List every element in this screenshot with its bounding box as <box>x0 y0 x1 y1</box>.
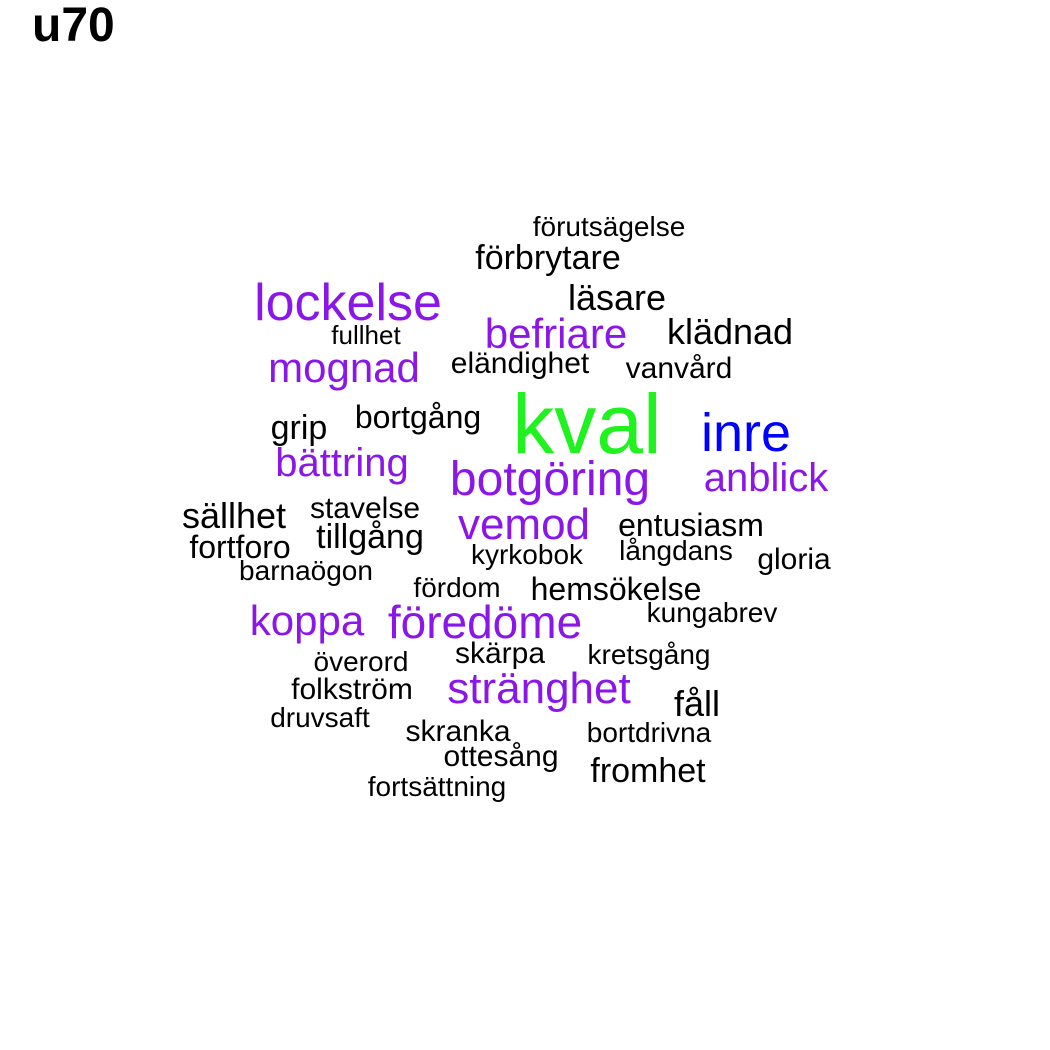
word-folkström: folkström <box>291 673 413 706</box>
word-föredöme: föredöme <box>387 596 583 648</box>
word-stavelse: stavelse <box>309 492 421 525</box>
word-fortsättning: fortsättning <box>367 771 507 802</box>
word-hemsökelse: hemsökelse <box>530 571 702 607</box>
word-fullhet: fullhet <box>331 320 401 350</box>
word-befriare: befriare <box>484 310 628 357</box>
word-grip: grip <box>270 409 328 447</box>
word-kyrkobok: kyrkobok <box>470 539 584 570</box>
word-stränghet: stränghet <box>447 664 631 713</box>
word-skärpa: skärpa <box>454 637 546 670</box>
word-klädnad: klädnad <box>666 311 794 352</box>
word-skranka: skranka <box>405 715 511 748</box>
word-druvsaft: druvsaft <box>270 702 370 733</box>
word-lockelse: lockelse <box>254 274 442 332</box>
word-fortforo: fortforo <box>189 529 291 565</box>
word-fåll: fåll <box>673 683 721 724</box>
word-koppa: koppa <box>249 597 365 644</box>
word-fördom: fördom <box>413 572 501 603</box>
word-långdans: långdans <box>619 535 733 566</box>
word-vanvård: vanvård <box>625 352 733 385</box>
word-anblick: anblick <box>703 456 829 500</box>
word-eländighet: eländighet <box>450 347 590 380</box>
word-mognad: mognad <box>268 344 420 391</box>
word-ottesång: ottesång <box>443 740 559 773</box>
word-sällhet: sällhet <box>181 495 287 536</box>
word-kungabrev: kungabrev <box>646 597 778 628</box>
word-gloria: gloria <box>757 543 831 576</box>
word-kval: kval <box>512 377 662 471</box>
word-kretsgång: kretsgång <box>587 639 711 670</box>
word-fromhet: fromhet <box>590 752 706 790</box>
word-överord: överord <box>313 646 409 677</box>
word-inre: inre <box>700 403 792 463</box>
word-barnaögon: barnaögon <box>239 555 373 586</box>
word-läsare: läsare <box>567 277 667 318</box>
word-entusiasm: entusiasm <box>618 507 764 543</box>
word-vemod: vemod <box>457 500 591 549</box>
word-förutsägelse: förutsägelse <box>532 211 686 242</box>
plot-title: u70 <box>32 0 115 52</box>
word-botgöring: botgöring <box>449 453 651 506</box>
word-bortdrivna: bortdrivna <box>586 717 712 748</box>
word-bortgång: bortgång <box>354 399 482 435</box>
word-tillgång: tillgång <box>316 518 424 556</box>
word-bättring: bättring <box>275 441 409 485</box>
word-förbrytare: förbrytare <box>475 239 621 277</box>
